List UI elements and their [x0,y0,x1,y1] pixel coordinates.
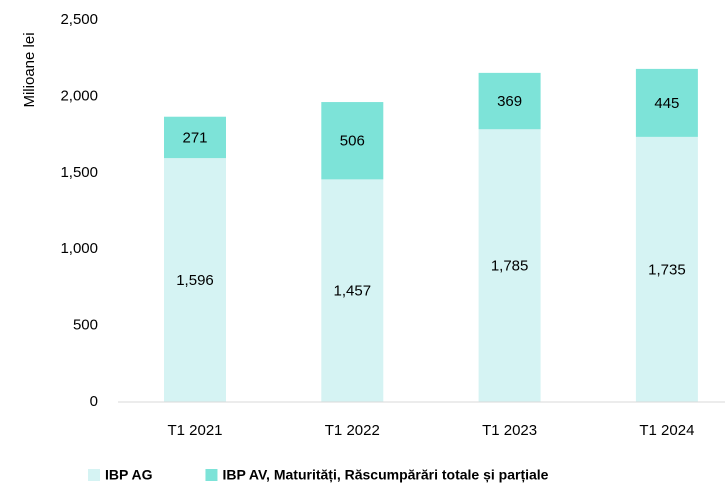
y-tick-label: 2,000 [60,87,98,104]
data-label: 506 [340,133,365,150]
data-label: 1,457 [334,283,372,300]
x-tick-label: T1 2021 [167,422,222,439]
y-tick-label: 2,500 [60,11,98,28]
y-axis-label: Milioane lei [21,32,38,107]
data-label: 1,785 [491,258,529,275]
bar-segment [321,102,384,180]
x-tick-label: T1 2024 [639,422,694,439]
y-tick-label: 500 [73,317,98,334]
data-label: 445 [654,95,679,112]
data-label: 369 [497,93,522,110]
data-label: 1,596 [176,272,214,289]
data-label: 1,735 [648,261,686,278]
bar-segment [478,72,541,130]
x-tick-label: T1 2022 [325,422,380,439]
legend-swatch [205,469,218,481]
bar-segment [635,136,698,402]
bar-segment [164,116,226,159]
y-tick-label: 0 [90,393,98,410]
x-tick-label: T1 2023 [482,422,537,439]
bar-segment [478,129,541,402]
legend-label: IBP AG [105,467,153,483]
bar-segment [635,68,698,137]
bar-segment [164,158,226,402]
y-tick-label: 1,500 [60,164,98,181]
data-label: 271 [182,129,207,146]
legend-label: IBP AV, Maturități, Răscumpărări totale … [222,467,548,483]
legend: IBP AG IBP AV, Maturități, Răscumpărări t… [88,467,549,483]
y-tick-label: 1,000 [60,240,98,257]
bar-segment [321,179,384,402]
legend-swatch [88,469,100,481]
